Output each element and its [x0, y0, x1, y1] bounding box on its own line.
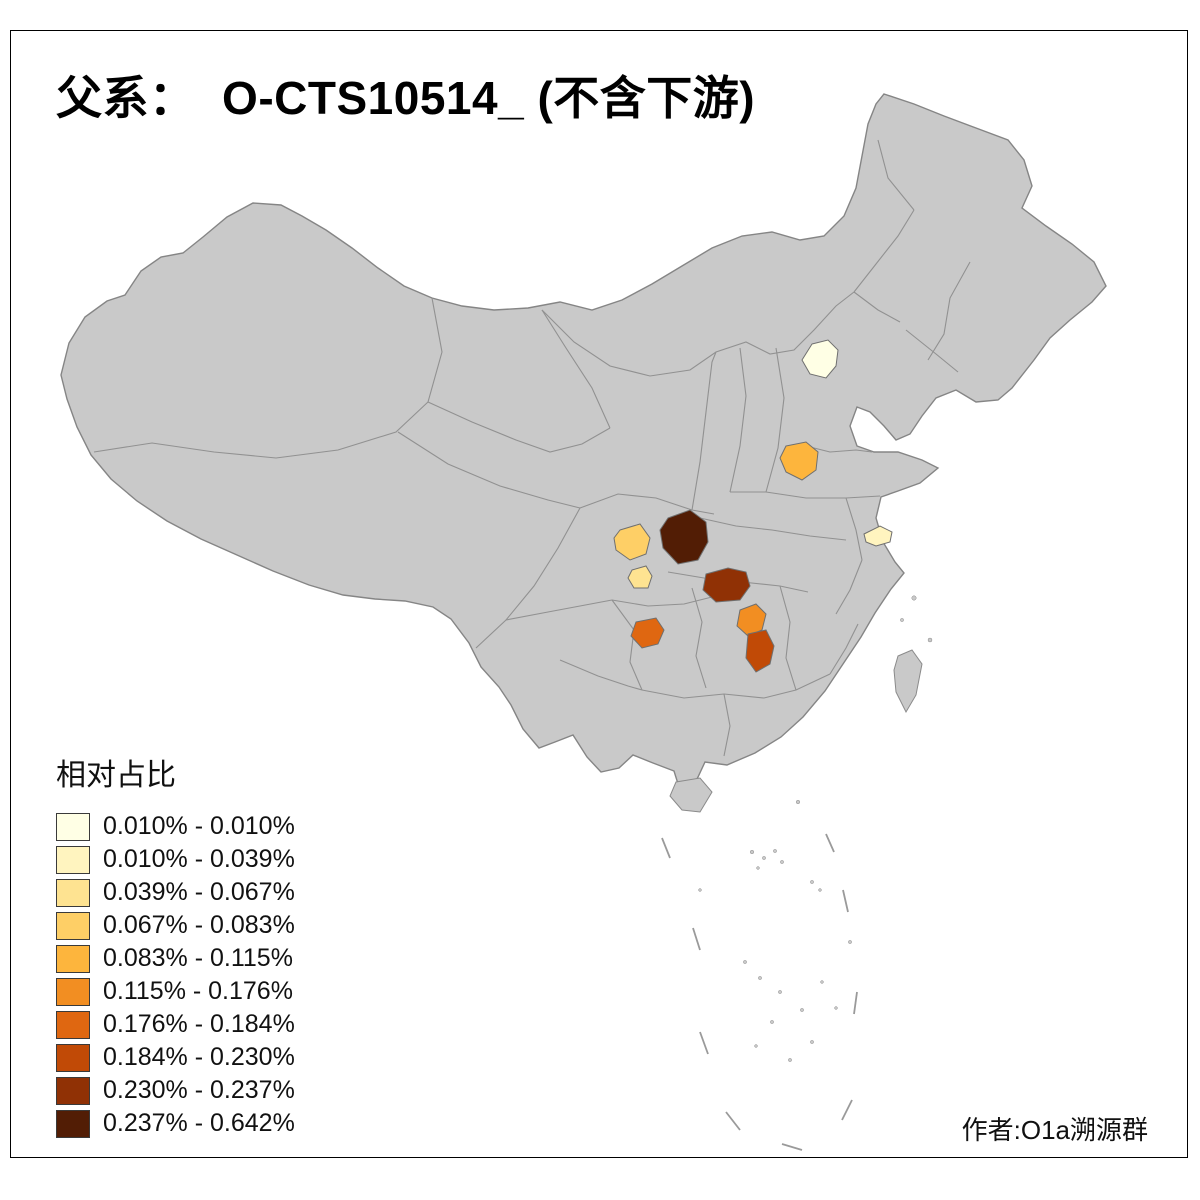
legend-item: 0.176% - 0.184%	[56, 1008, 295, 1041]
legend-swatch	[56, 1010, 90, 1039]
page-title: 父系： O-CTS10514_ (不含下游)	[56, 72, 756, 124]
region-chongqing-area	[659, 509, 709, 565]
legend-item: 0.067% - 0.083%	[56, 909, 295, 942]
region-east-sichuan-area	[613, 523, 651, 561]
legend-item-label: 0.039% - 0.067%	[103, 878, 295, 906]
legend-title: 相对占比	[56, 759, 176, 792]
legend-item-label: 0.010% - 0.039%	[103, 845, 295, 873]
region-shanghai-suzhou-area	[863, 525, 893, 547]
legend-swatch	[56, 1043, 90, 1072]
province-borders	[93, 139, 971, 757]
legend-item-label: 0.115% - 0.176%	[103, 977, 293, 1005]
land-group	[60, 93, 1107, 1062]
legend-swatch	[56, 845, 90, 874]
legend-item-label: 0.230% - 0.237%	[103, 1076, 295, 1104]
legend-item: 0.115% - 0.176%	[56, 975, 295, 1008]
china-mainland-outline	[60, 93, 1107, 791]
legend-item-label: 0.067% - 0.083%	[103, 911, 295, 939]
legend-swatch	[56, 1076, 90, 1105]
region-central-hunan-area	[745, 629, 775, 673]
hainan-island	[669, 777, 713, 813]
legend-swatch	[56, 878, 90, 907]
region-north-hunan-area	[736, 603, 767, 637]
south-china-sea-islands	[698, 799, 852, 1062]
legend-item-label: 0.010% - 0.010%	[103, 812, 295, 840]
region-south-sichuan-area	[627, 565, 653, 589]
legend-swatch	[56, 911, 90, 940]
legend-swatch	[56, 1109, 90, 1138]
region-central-guizhou-area	[630, 617, 665, 649]
legend-item-label: 0.184% - 0.230%	[103, 1043, 295, 1071]
legend-item-label: 0.083% - 0.115%	[103, 944, 293, 972]
coastal-islands	[900, 595, 933, 643]
author-credit: 作者:O1a溯源群	[961, 1115, 1148, 1145]
legend-item: 0.237% - 0.642%	[56, 1107, 295, 1140]
nine-dash-line	[661, 833, 858, 1151]
legend-item: 0.184% - 0.230%	[56, 1041, 295, 1074]
legend-swatch	[56, 944, 90, 973]
legend-item: 0.230% - 0.237%	[56, 1074, 295, 1107]
region-west-shandong-area	[779, 441, 819, 481]
legend-item: 0.010% - 0.039%	[56, 843, 295, 876]
legend: 相对占比 0.010% - 0.010% 0.010% - 0.039% 0.0…	[56, 750, 295, 1140]
highlighted-regions	[613, 339, 893, 673]
legend-swatch	[56, 977, 90, 1006]
legend-item: 0.010% - 0.010%	[56, 810, 295, 843]
legend-item-label: 0.237% - 0.642%	[103, 1109, 295, 1137]
legend-item: 0.039% - 0.067%	[56, 876, 295, 909]
legend-swatch	[56, 812, 90, 841]
region-beijing-area	[801, 339, 839, 379]
legend-item-label: 0.176% - 0.184%	[103, 1010, 295, 1038]
taiwan-island	[893, 649, 923, 714]
region-southwest-hubei-area	[702, 567, 751, 603]
legend-item: 0.083% - 0.115%	[56, 942, 295, 975]
